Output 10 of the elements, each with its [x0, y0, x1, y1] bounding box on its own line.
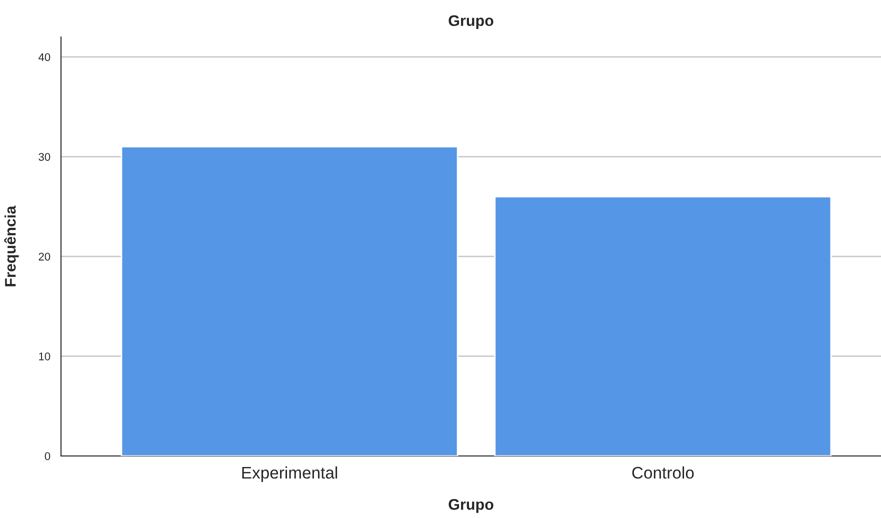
y-tick-label: 30 — [38, 152, 50, 161]
y-tick-label: 40 — [38, 53, 50, 62]
y-tick-label: 20 — [38, 252, 50, 261]
y-tick-label: 10 — [39, 352, 50, 360]
chart-title: Grupo — [448, 15, 494, 30]
x-tick-label: Experimental — [242, 466, 338, 482]
x-axis-title: Grupo — [448, 499, 494, 513]
y-axis-title: Frequência — [4, 206, 19, 286]
x-tick-label: Controlo — [632, 466, 694, 479]
y-tick-label: 0 — [44, 452, 50, 460]
